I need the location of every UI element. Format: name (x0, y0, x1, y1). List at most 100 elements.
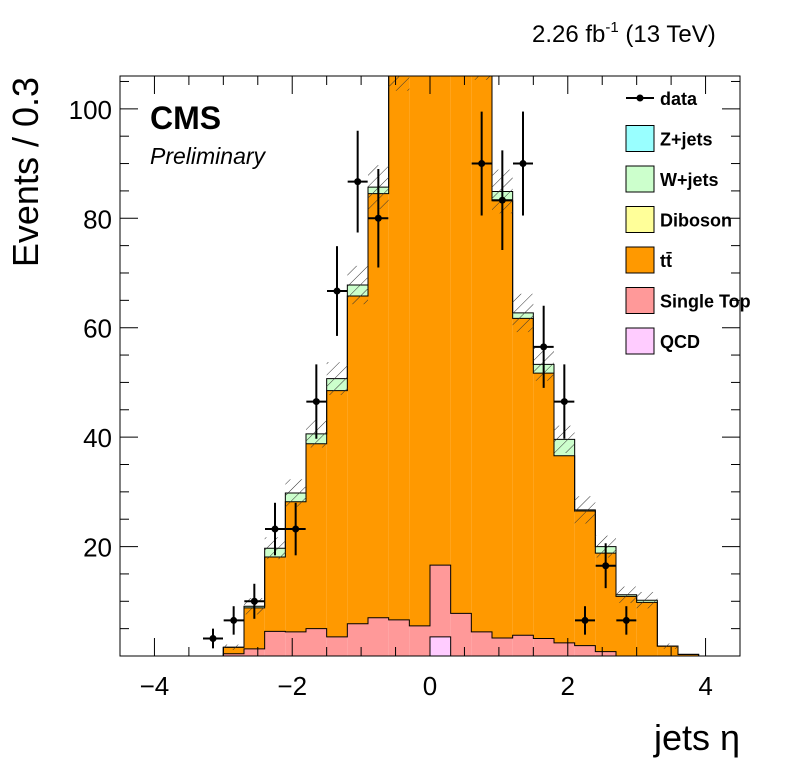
x-tick-label-3: 2 (561, 671, 575, 701)
bar-1-17 (492, 637, 513, 656)
bar-1-10 (347, 623, 368, 656)
unc-9 (326, 362, 348, 395)
data-point-0 (209, 634, 217, 642)
legend-marker-point-0 (636, 94, 644, 102)
bar-1-13 (409, 625, 430, 656)
legend-label-2: W+jets (660, 170, 719, 190)
unc-25 (657, 643, 678, 649)
bar-2-14 (430, 76, 451, 566)
y-tick-label-4: 100 (69, 95, 112, 125)
bar-1-16 (471, 631, 492, 656)
unc-13 (409, 0, 430, 46)
legend-label-4: tt̄ (660, 251, 672, 271)
data-point-14 (581, 616, 589, 624)
unc-14 (430, 2, 451, 57)
bar-0-14 (430, 636, 451, 656)
legend-label-6: QCD (660, 332, 700, 352)
data-point-1 (230, 616, 238, 624)
bar-2-7 (285, 501, 306, 632)
bar-4-16 (471, 55, 492, 63)
data-point-7 (354, 178, 362, 186)
data-point-8 (374, 214, 382, 222)
x-tick-label-4: 4 (698, 671, 712, 701)
cms-label: CMS (150, 100, 221, 136)
bar-4-12 (389, 66, 410, 73)
bar-2-12 (388, 76, 410, 620)
unc-15 (451, 0, 472, 34)
bar-2-4 (223, 647, 244, 654)
data-point-6 (333, 287, 341, 295)
data-point-15 (602, 562, 610, 570)
bar-2-24 (636, 602, 658, 656)
legend-swatch-2 (625, 165, 655, 193)
legend-swatch-1 (625, 125, 655, 152)
data-point-13 (560, 398, 568, 406)
bar-2-15 (450, 76, 472, 614)
data-point-4 (292, 525, 300, 533)
legend-swatch-5 (625, 287, 655, 314)
bar-1-20 (554, 642, 575, 656)
stacked-histogram (140, 7, 720, 656)
bar-2-8 (306, 443, 327, 629)
legend-label-5: Single Top (660, 292, 751, 312)
x-axis-label: jets η (653, 717, 740, 758)
data-points (203, 111, 637, 649)
data-point-2 (250, 597, 258, 605)
unc-24 (636, 591, 658, 609)
lumi-label: 2.26 fb-1 (13 TeV) (532, 19, 716, 48)
x-tick-label-0: −4 (140, 671, 170, 701)
bar-2-22 (595, 553, 616, 652)
bar-4-15 (451, 7, 472, 17)
unc-23 (616, 586, 637, 603)
data-point-12 (540, 343, 548, 351)
x-tick-label-1: −2 (277, 671, 307, 701)
y-tick-label-1: 40 (83, 423, 112, 453)
unc-4 (223, 644, 244, 650)
bar-1-18 (512, 635, 534, 656)
bar-2-18 (512, 318, 534, 636)
bar-2-13 (409, 76, 430, 626)
unc-16 (471, 76, 492, 80)
bar-1-12 (388, 619, 410, 656)
data-point-3 (271, 525, 279, 533)
x-tick-label-2: 0 (423, 671, 437, 701)
outline-1 (140, 564, 720, 656)
legend-label-3: Diboson (660, 211, 732, 231)
bar-2-21 (574, 511, 596, 646)
y-axis-label: Events / 0.3 (5, 77, 46, 267)
legend-label-0: data (660, 89, 698, 109)
bar-1-15 (450, 613, 472, 656)
unc-18 (512, 293, 534, 333)
data-point-9 (478, 160, 486, 168)
unc-20 (554, 425, 575, 453)
legend: data Z+jets W+jets Diboson tt̄ Single Top QCD (625, 89, 751, 355)
bar-2-10 (347, 295, 368, 624)
data-point-16 (622, 616, 630, 624)
bar-4-13 (409, 19, 430, 30)
bar-1-9 (326, 636, 348, 656)
unc-12 (388, 76, 410, 91)
bar-2-26 (678, 654, 699, 656)
bar-2-16 (471, 76, 492, 632)
data-point-10 (498, 196, 506, 204)
legend-swatch-3 (625, 206, 655, 233)
bar-4-14 (430, 29, 451, 40)
axes: −4 −2 0 2 4 20 40 60 80 100 (69, 76, 741, 701)
bar-1-5 (244, 648, 265, 656)
outline-0 (140, 636, 720, 656)
bar-1-19 (533, 638, 554, 656)
bar-1-8 (306, 628, 327, 656)
bar-1-22 (595, 651, 616, 656)
legend-label-1: Z+jets (660, 130, 713, 150)
unc-7 (285, 479, 306, 507)
bar-2-20 (554, 455, 575, 643)
bar-2-11 (368, 193, 389, 618)
bar-1-21 (574, 645, 596, 656)
bar-2-9 (326, 390, 348, 637)
y-tick-label-0: 20 (83, 533, 112, 563)
data-point-5 (312, 398, 320, 406)
legend-swatch-4 (625, 246, 655, 274)
bar-1-7 (285, 631, 306, 656)
y-tick-label-2: 60 (83, 314, 112, 344)
